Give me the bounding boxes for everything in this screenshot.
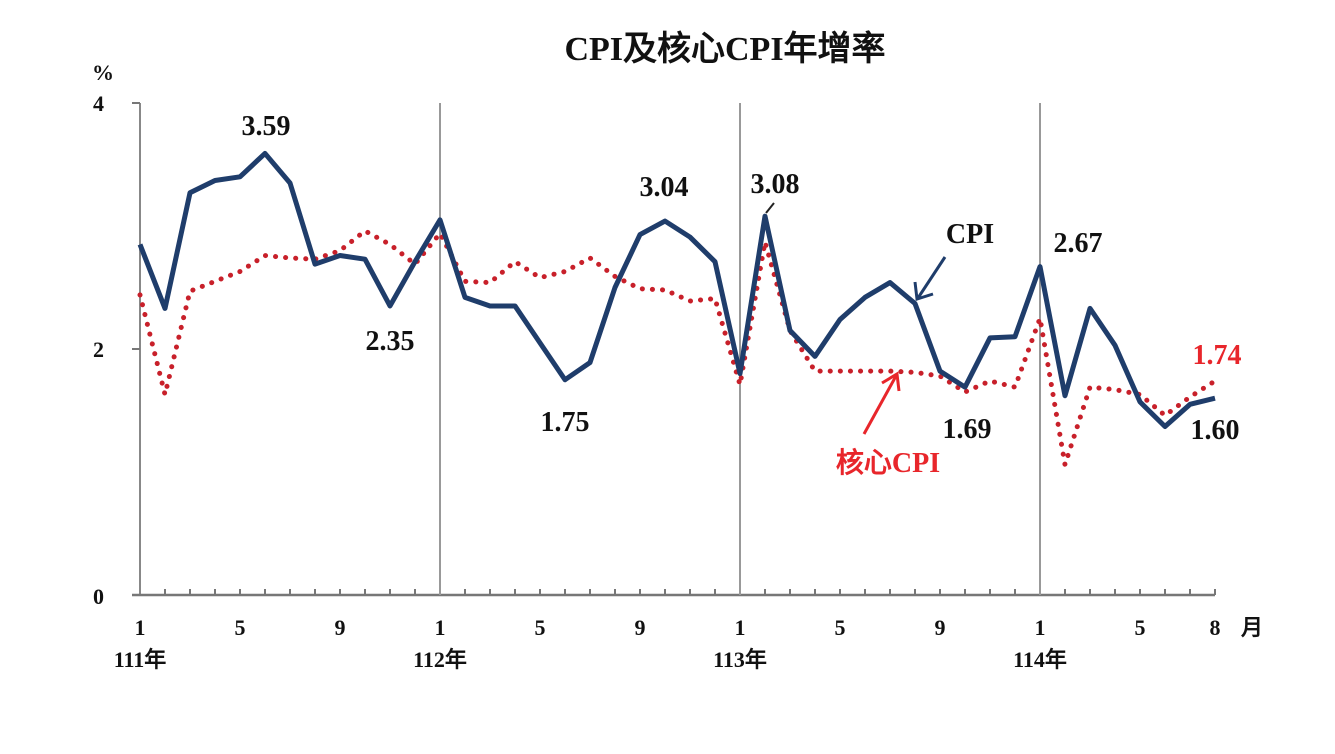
x-tick: 1 [135,615,146,640]
x-tick: 5 [1135,615,1146,640]
x-tick-labels: 1 5 9 1 5 9 1 5 9 1 5 8 月 [135,615,1264,640]
year-label: 111年 [114,647,167,672]
annotation-1-60: 1.60 [1191,415,1240,446]
annotation-3-59: 3.59 [242,111,291,142]
y-tick-2: 2 [93,337,104,362]
x-tick: 8 [1210,615,1221,640]
year-label: 114年 [1013,647,1067,672]
annotation-3-04: 3.04 [640,172,689,203]
legend-cpi-label: CPI [946,219,994,250]
x-tick: 5 [535,615,546,640]
legend-cpi-arrow-icon [913,256,947,301]
annotation-1-74: 1.74 [1193,340,1242,371]
y-tick-4: 4 [93,91,104,116]
core-cpi-line [137,227,1218,466]
cpi-line [137,150,1216,429]
x-tick: 1 [435,615,446,640]
legend: CPI 核心CPI [836,219,994,479]
annotation-2-35: 2.35 [366,326,415,357]
x-tick: 9 [935,615,946,640]
annotation-1-69: 1.69 [943,414,992,445]
chart-title: CPI及核心CPI年增率 [564,30,885,68]
year-label: 113年 [713,647,767,672]
year-labels: 111年 112年 113年 114年 [114,647,1067,672]
axes [132,102,1216,597]
annotation-2-67: 2.67 [1054,228,1103,259]
legend-core-cpi-arrow-icon [862,371,901,435]
y-axis-unit: % [92,60,114,85]
x-axis-unit: 月 [1240,615,1263,640]
annotation-1-75: 1.75 [541,407,590,438]
legend-core-cpi-label: 核心CPI [836,447,940,479]
year-label: 112年 [413,647,467,672]
y-tick-0: 0 [93,584,104,609]
x-tick: 5 [235,615,246,640]
x-tick: 1 [735,615,746,640]
x-tick: 5 [835,615,846,640]
annotations: 3.59 2.35 1.75 3.04 3.08 1.69 2.67 1.60 … [242,111,1242,446]
x-tick: 1 [1035,615,1046,640]
annotation-3-08-leader [765,202,775,214]
x-tick: 9 [335,615,346,640]
x-tick: 9 [635,615,646,640]
annotation-3-08: 3.08 [751,169,800,200]
